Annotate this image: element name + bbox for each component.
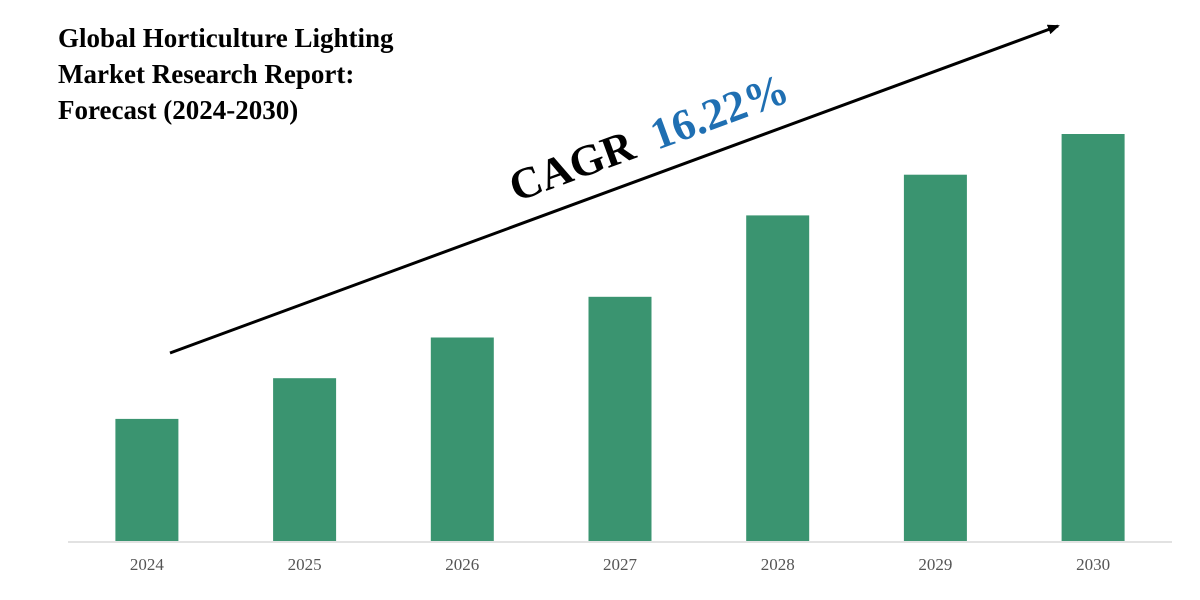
bar-2029: [903, 174, 967, 541]
x-tick-label-2029: 2029: [918, 555, 952, 574]
bar-2026: [430, 337, 494, 541]
x-tick-label-2030: 2030: [1076, 555, 1110, 574]
x-tick-label-2027: 2027: [603, 555, 638, 574]
chart-title-line-2: Market Research Report:: [58, 59, 355, 89]
cagr-label: CAGR: [503, 120, 643, 211]
chart-title: Global Horticulture Lighting Market Rese…: [58, 20, 478, 128]
bars-layer: [115, 134, 1125, 541]
x-tick-label-2028: 2028: [761, 555, 795, 574]
x-tick-label-2026: 2026: [445, 555, 479, 574]
bar-2024: [115, 418, 179, 541]
bar-2027: [588, 296, 652, 541]
bar-2028: [746, 215, 810, 541]
trend-arrow: [169, 24, 1060, 355]
chart-title-line-1: Global Horticulture Lighting: [58, 23, 394, 53]
x-tick-label-2025: 2025: [288, 555, 322, 574]
cagr-value: 16.22%: [644, 64, 795, 159]
chart-title-line-3: Forecast (2024-2030): [58, 95, 299, 125]
x-tick-label-2024: 2024: [130, 555, 165, 574]
bar-2030: [1061, 134, 1125, 541]
bar-2025: [273, 378, 337, 541]
x-tick-labels: 2024 2025 2026 2027 2028 2029 2030: [130, 555, 1110, 574]
